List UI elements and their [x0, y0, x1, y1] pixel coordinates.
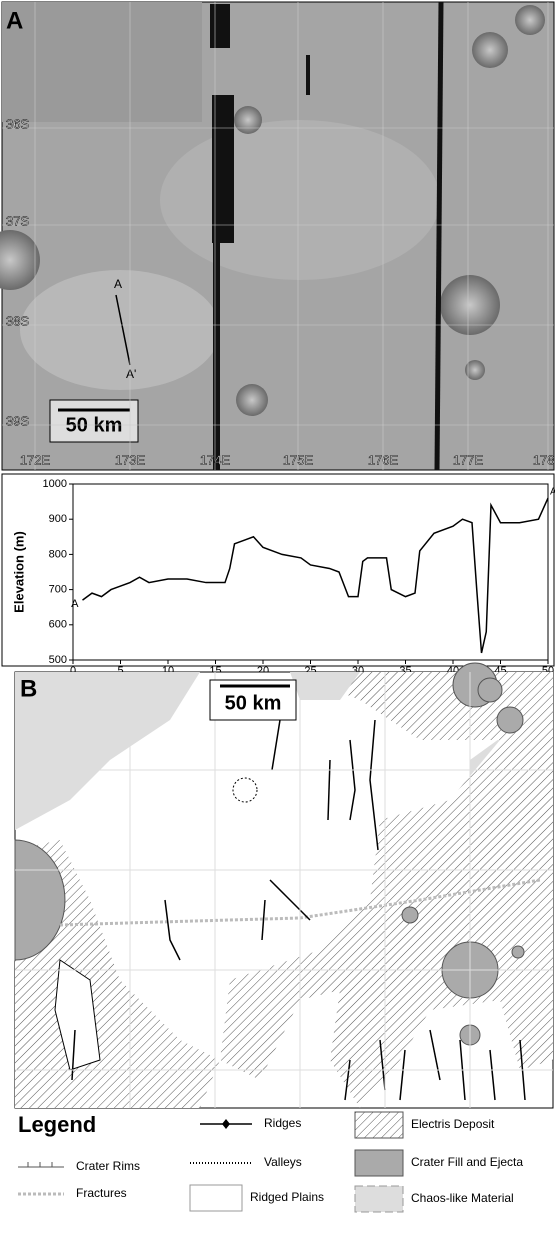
crater	[236, 384, 268, 416]
data-gap	[306, 55, 310, 95]
crater	[515, 5, 545, 35]
profile-end: A'	[126, 367, 136, 381]
longitude-label: 176E	[368, 452, 399, 467]
longitude-label: 175E	[283, 452, 314, 467]
y-tick-label: 900	[49, 513, 67, 525]
latitude-label: 36S	[6, 116, 29, 131]
latitude-label: 37S	[6, 213, 29, 228]
panel-b: B 50 km	[15, 663, 553, 1108]
annotation: A	[71, 598, 79, 610]
crater	[472, 32, 508, 68]
longitude-label: 178E	[533, 452, 555, 467]
crater-fill	[497, 707, 523, 733]
y-tick-label: 1000	[43, 478, 67, 490]
legend: Legend Crater Rims Fractures Ridges Vall…	[18, 1112, 523, 1212]
scale-label: 50 km	[225, 692, 282, 714]
legend-label: Valleys	[264, 1155, 302, 1169]
data-gap	[210, 4, 230, 48]
latitude-label: 39S	[6, 413, 29, 428]
latitude-label: 38S	[6, 313, 29, 328]
crater-fill	[478, 678, 502, 702]
crater	[234, 106, 262, 134]
legend-title: Legend	[18, 1112, 96, 1137]
legend-label: Crater Fill and Ejecta	[411, 1155, 523, 1169]
legend-label: Chaos-like Material	[411, 1191, 514, 1205]
figure: A A' A 50 km 36S 37S 38S 39S 172E 173E 174E 175…	[0, 0, 555, 1236]
panel-label: B	[20, 675, 37, 702]
y-tick-label: 700	[49, 584, 67, 596]
legend-symbol	[222, 1119, 230, 1129]
crater-rim	[233, 778, 257, 802]
legend-label: Crater Rims	[76, 1159, 140, 1173]
terrain	[160, 120, 440, 280]
annotation: A'	[550, 487, 555, 498]
legend-symbol	[355, 1112, 403, 1138]
crater	[440, 275, 500, 335]
crater-fill	[402, 907, 418, 923]
legend-label: Electris Deposit	[411, 1117, 495, 1131]
y-tick-label: 800	[49, 548, 67, 560]
y-axis-label: Elevation (m)	[11, 531, 26, 613]
panel-label: A	[6, 7, 23, 34]
y-tick-label: 500	[49, 654, 67, 666]
longitude-label: 172E	[20, 452, 51, 467]
legend-symbol	[190, 1185, 242, 1211]
crater-fill	[512, 946, 524, 958]
legend-symbol	[355, 1150, 403, 1176]
legend-label: Fractures	[76, 1186, 127, 1200]
longitude-label: 177E	[453, 452, 484, 467]
y-tick-label: 600	[49, 619, 67, 631]
longitude-label: 174E	[200, 452, 231, 467]
terrain	[2, 2, 202, 122]
profile-panel: 500600700800900100005101520253035404550D…	[2, 474, 555, 689]
legend-label: Ridges	[264, 1116, 301, 1130]
legend-symbol	[18, 1162, 64, 1167]
profile-start: A	[114, 277, 122, 291]
panel-frame	[2, 474, 554, 666]
longitude-label: 173E	[115, 452, 146, 467]
data-gap	[213, 243, 220, 470]
legend-symbol	[355, 1186, 403, 1212]
legend-label: Ridged Plains	[250, 1190, 324, 1204]
